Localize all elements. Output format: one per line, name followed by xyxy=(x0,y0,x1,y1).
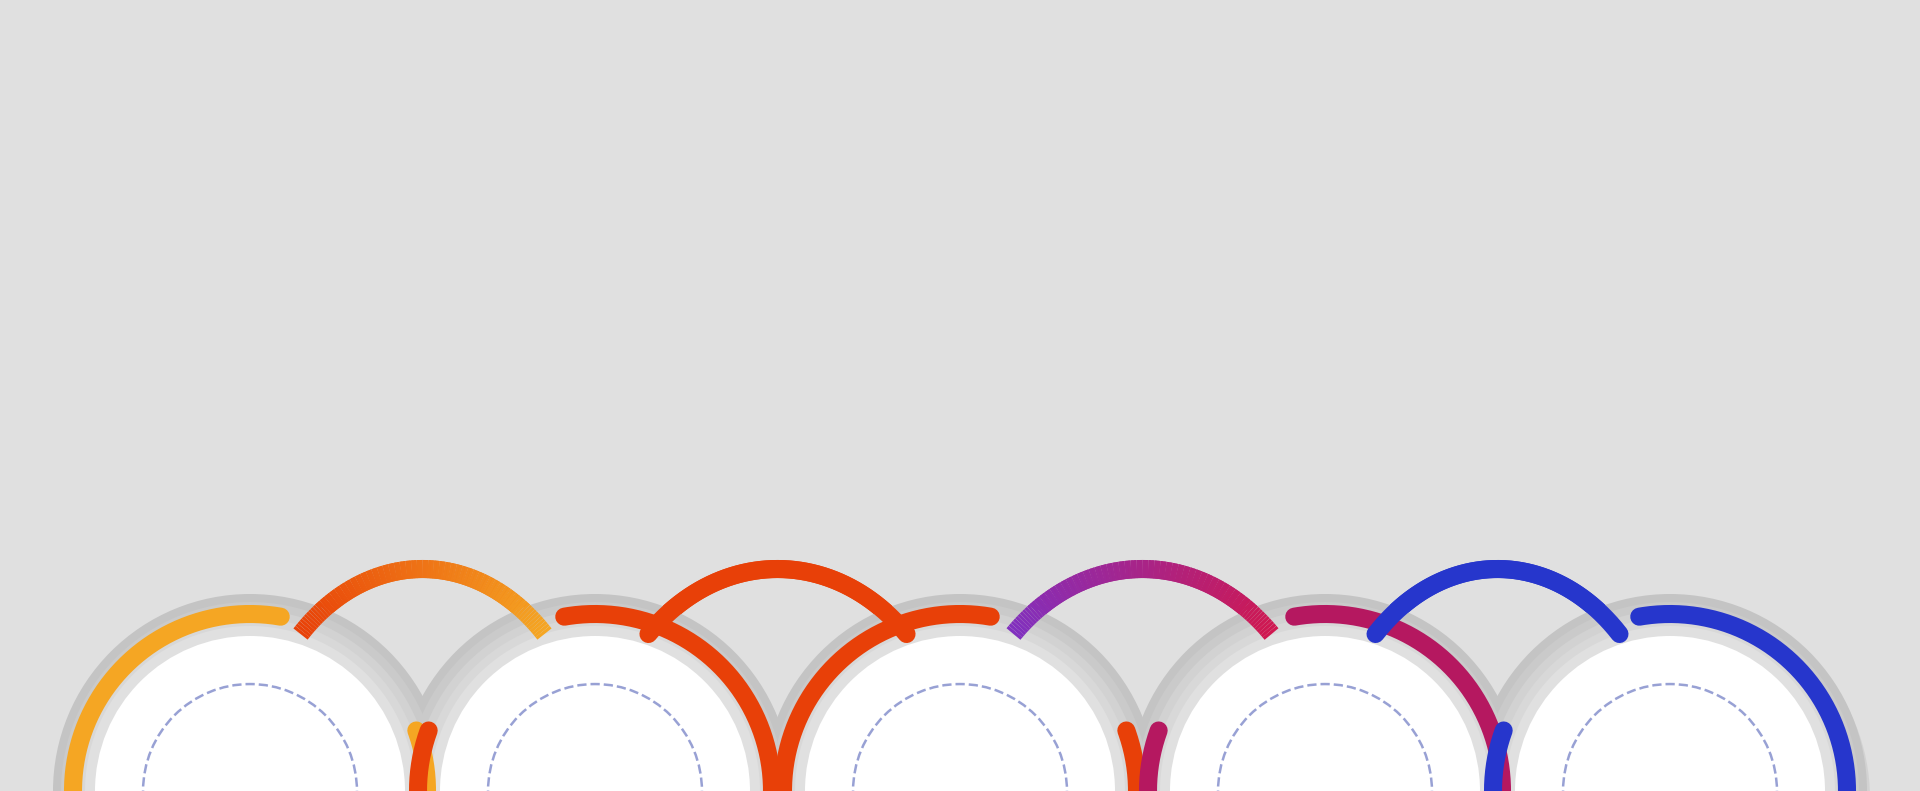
Ellipse shape xyxy=(440,636,751,791)
Ellipse shape xyxy=(84,626,415,791)
Ellipse shape xyxy=(54,594,447,791)
Ellipse shape xyxy=(405,602,783,791)
Ellipse shape xyxy=(1169,636,1480,791)
Ellipse shape xyxy=(60,603,449,791)
Ellipse shape xyxy=(430,626,760,791)
Ellipse shape xyxy=(1129,594,1523,791)
Ellipse shape xyxy=(1152,618,1498,791)
Ellipse shape xyxy=(1144,610,1505,791)
Ellipse shape xyxy=(1505,626,1836,791)
Ellipse shape xyxy=(1473,594,1866,791)
Ellipse shape xyxy=(1480,603,1870,791)
Ellipse shape xyxy=(1480,602,1859,791)
Ellipse shape xyxy=(77,618,422,791)
Ellipse shape xyxy=(1490,610,1851,791)
Ellipse shape xyxy=(772,602,1148,791)
Ellipse shape xyxy=(405,603,795,791)
Ellipse shape xyxy=(1515,636,1826,791)
Ellipse shape xyxy=(804,636,1116,791)
Ellipse shape xyxy=(442,638,747,791)
Ellipse shape xyxy=(61,602,440,791)
Ellipse shape xyxy=(806,638,1114,791)
Ellipse shape xyxy=(770,603,1160,791)
Ellipse shape xyxy=(787,618,1133,791)
Ellipse shape xyxy=(69,610,430,791)
Ellipse shape xyxy=(1137,602,1515,791)
Ellipse shape xyxy=(1135,603,1524,791)
Ellipse shape xyxy=(422,618,768,791)
Ellipse shape xyxy=(1173,638,1478,791)
Ellipse shape xyxy=(1517,638,1822,791)
Ellipse shape xyxy=(1160,626,1490,791)
Ellipse shape xyxy=(795,626,1125,791)
Ellipse shape xyxy=(94,636,405,791)
Ellipse shape xyxy=(397,594,791,791)
Ellipse shape xyxy=(780,610,1140,791)
Ellipse shape xyxy=(415,610,776,791)
Ellipse shape xyxy=(762,594,1158,791)
Ellipse shape xyxy=(98,638,403,791)
Ellipse shape xyxy=(1498,618,1843,791)
